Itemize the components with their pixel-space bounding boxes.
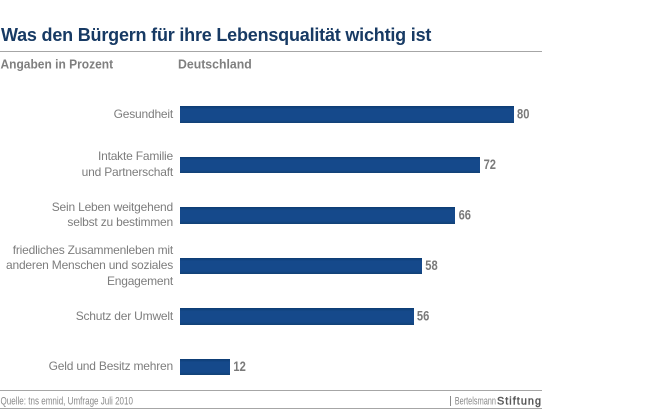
svg-text:72: 72 xyxy=(484,156,497,172)
svg-text:12: 12 xyxy=(233,358,246,374)
svg-text:Bertelsmann: Bertelsmann xyxy=(455,395,496,407)
svg-text:66: 66 xyxy=(459,207,472,223)
svg-text:Quelle: tns emnid, Umfrage Jul: Quelle: tns emnid, Umfrage Juli 2010 xyxy=(1,395,134,407)
svg-text:Deutschland: Deutschland xyxy=(178,56,252,71)
svg-text:Angaben in Prozent: Angaben in Prozent xyxy=(1,56,114,71)
svg-text:58: 58 xyxy=(425,257,438,273)
svg-text:Stiftung: Stiftung xyxy=(497,395,541,407)
svg-text:56: 56 xyxy=(417,308,430,324)
svg-text:80: 80 xyxy=(517,106,530,122)
